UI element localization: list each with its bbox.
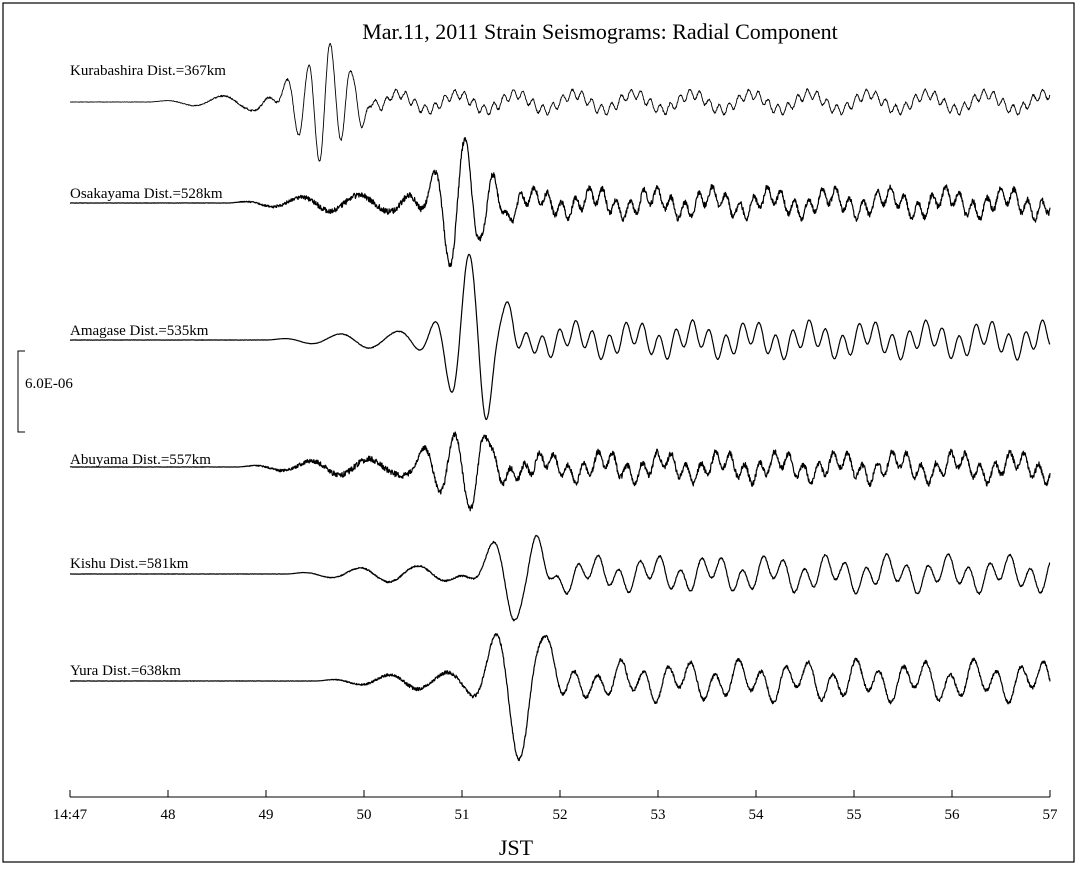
seismogram-traces — [69, 42, 1051, 762]
x-tick-label: 55 — [847, 807, 862, 823]
x-tick-label: 54 — [749, 807, 765, 823]
station-label-osakayama: Osakayama Dist.=528km — [70, 186, 223, 202]
x-axis-ticks: 14:47 48 49 50 51 52 53 54 55 56 57 — [53, 790, 1058, 823]
seismogram-trace-osakayama — [69, 137, 1051, 268]
seismogram-trace-kurabashira — [69, 42, 1051, 162]
station-label-abuyama: Abuyama Dist.=557km — [70, 452, 211, 468]
seismogram-trace-yura — [69, 633, 1051, 762]
x-tick-label: 53 — [651, 807, 666, 823]
x-tick-label: 52 — [553, 807, 568, 823]
chart-title: Mar.11, 2011 Strain Seismograms: Radial … — [362, 19, 838, 44]
x-axis-label: JST — [499, 835, 534, 860]
amplitude-scale-bar — [17, 350, 25, 433]
seismogram-trace-kishu — [69, 534, 1051, 622]
seismogram-trace-amagase — [69, 253, 1051, 421]
amplitude-scale-label: 6.0E-06 — [25, 376, 73, 392]
seismogram-trace-abuyama — [69, 431, 1051, 512]
x-tick-label: 49 — [259, 807, 274, 823]
x-tick-label: 48 — [161, 807, 176, 823]
station-label-kurabashira: Kurabashira Dist.=367km — [70, 63, 226, 79]
station-label-yura: Yura Dist.=638km — [70, 663, 181, 679]
x-tick-label: 57 — [1043, 807, 1059, 823]
station-label-amagase: Amagase Dist.=535km — [70, 323, 209, 339]
x-tick-label: 14:47 — [53, 807, 88, 823]
station-label-kishu: Kishu Dist.=581km — [70, 556, 189, 572]
x-tick-label: 56 — [945, 807, 961, 823]
x-tick-label: 50 — [357, 807, 372, 823]
x-tick-label: 51 — [455, 807, 470, 823]
